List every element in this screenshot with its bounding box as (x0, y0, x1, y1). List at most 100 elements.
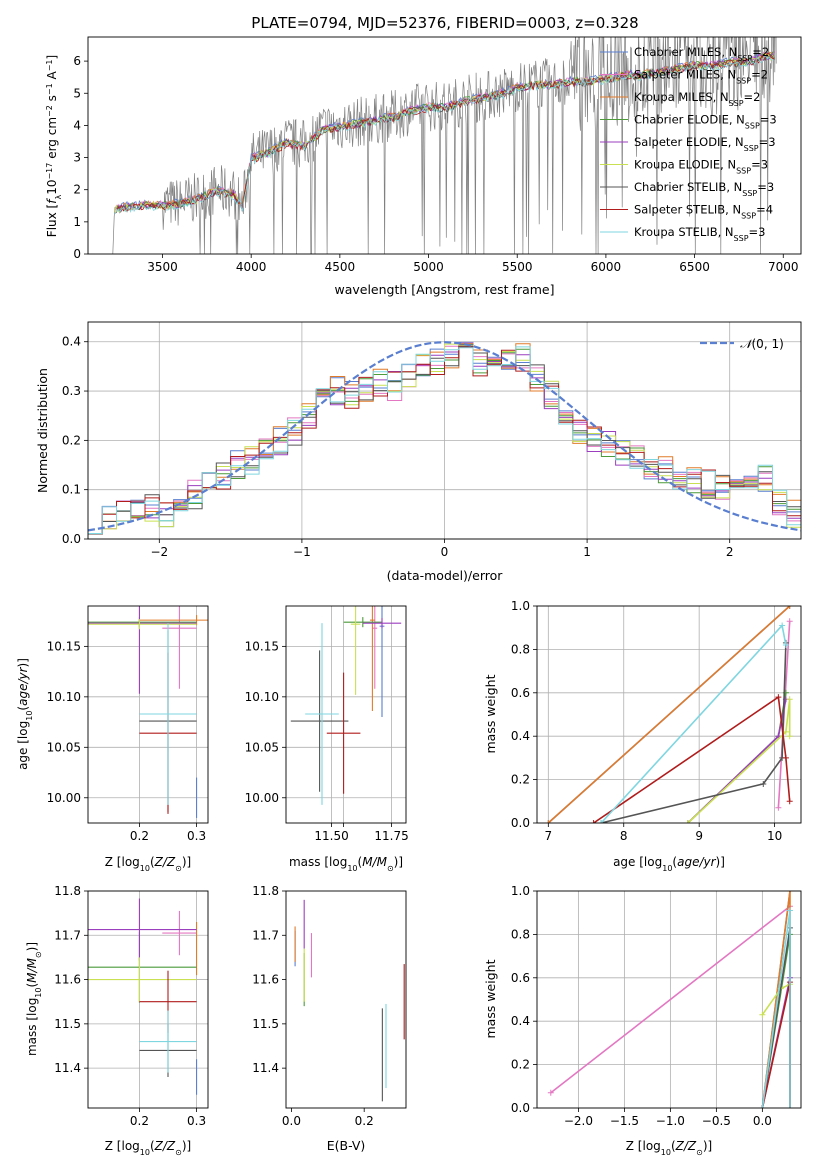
y-tick-label: 0.6 (511, 971, 530, 985)
weight-marker (786, 606, 793, 609)
axes-frame (536, 605, 802, 824)
mass-vs-Z-axes: 0.2 0.3 11.4 11.5 11.6 11.7 11.8 (54, 884, 209, 1128)
weight-marker (786, 696, 793, 703)
y-tick-label: 0.3 (62, 384, 81, 398)
y-tick-label: 0.8 (511, 927, 530, 941)
x-tick-label: −0.5 (702, 1114, 731, 1128)
y-tick-label: 2 (73, 183, 81, 197)
x-axis-label: age [log10(age/yr)] (613, 855, 725, 873)
y-tick-label: 11.8 (54, 884, 81, 898)
y-tick-label: 1 (73, 215, 81, 229)
spectrum-plot-area (112, 37, 777, 254)
weight-line (600, 623, 787, 823)
weight-marker (782, 642, 789, 649)
y-tick-label: 10.00 (245, 791, 279, 805)
axes-frame (87, 890, 209, 1109)
y-tick-label: 5 (73, 86, 81, 100)
weight-marker (786, 798, 793, 805)
x-tick-label: 0 (441, 545, 449, 559)
legend-label: Kroupa MILES, NSSP=2 (634, 90, 760, 108)
y-tick-label: 0.4 (511, 729, 530, 743)
y-tick-label: 11.4 (252, 1061, 279, 1075)
x-axis-label: Z [log10(Z/Z⊙)] (105, 1139, 191, 1157)
legend-label: Salpeter STELIB, NSSP=4 (634, 203, 773, 221)
y-tick-label: 11.7 (252, 928, 279, 942)
y-axis-label: mass weight (483, 674, 498, 753)
y-tick-label: 4 (73, 118, 81, 132)
weight-marker (786, 907, 793, 914)
x-tick-label: 5000 (413, 260, 444, 274)
x-axis-label: mass [log10(M/M⊙)] (289, 855, 403, 873)
normal-curve (88, 341, 801, 532)
axes-frame (285, 890, 407, 1109)
residuals-plot-area (88, 341, 801, 539)
weight-line (687, 699, 787, 823)
y-tick-label: 0.0 (62, 532, 81, 546)
x-tick-label: 0.3 (187, 829, 206, 843)
x-tick-label: 0.0 (753, 1114, 772, 1128)
y-tick-label: 0.8 (511, 642, 530, 656)
weight-line (547, 606, 791, 823)
y-tick-label: 0.1 (62, 483, 81, 497)
y-tick-label: 10.10 (245, 690, 279, 704)
x-tick-label: 6000 (591, 260, 622, 274)
weight-marker (759, 1105, 766, 1108)
x-tick-label: −2.0 (564, 1114, 593, 1128)
age-vs-mass-plot-area (290, 606, 402, 805)
weight-line (600, 642, 787, 823)
y-tick-label: 10.10 (47, 690, 81, 704)
x-tick-label: 5500 (502, 260, 533, 274)
x-tick-label: −1 (293, 545, 311, 559)
weight-marker (775, 804, 782, 811)
axes-frame (87, 321, 802, 540)
y-tick-label: 0.4 (62, 335, 81, 349)
y-tick-label: 11.8 (252, 884, 279, 898)
spectrum-model-line (114, 54, 775, 215)
weight-marker (786, 1105, 793, 1108)
weight-marker (545, 820, 552, 823)
y-tick-label: 0.2 (511, 1058, 530, 1072)
x-axis-label: (data-model)/error (387, 568, 504, 583)
y-tick-label: 0.4 (511, 1014, 530, 1028)
y-tick-label: 10.00 (47, 791, 81, 805)
weight-vs-age-plot-area (545, 606, 793, 823)
x-tick-label: 4500 (325, 260, 356, 274)
weight-marker (760, 780, 767, 787)
x-tick-label: 7000 (768, 260, 799, 274)
age-vs-Z-plot-area (88, 606, 208, 818)
y-tick-label: 11.5 (252, 1017, 279, 1031)
weight-vs-Z-plot-area (547, 891, 793, 1108)
mass-vs-Z-plot-area (88, 898, 198, 1095)
weight-marker (786, 733, 793, 740)
x-tick-label: 0.2 (130, 829, 149, 843)
y-tick-label: 10.05 (245, 740, 279, 754)
spectrum-axes: 3500 4000 4500 5000 5500 6000 6500 7000 0 1 2 3 4 5 6 (73, 36, 802, 274)
y-tick-label: 1.0 (511, 599, 530, 613)
x-tick-label: 1 (583, 545, 591, 559)
weight-marker (590, 820, 597, 823)
y-tick-label: 10.15 (47, 639, 81, 653)
axes-frame (285, 605, 407, 824)
x-tick-label: 11.75 (374, 829, 408, 843)
y-tick-label: 11.6 (54, 973, 81, 987)
y-tick-label: 0.6 (511, 686, 530, 700)
y-tick-label: 1.0 (511, 884, 530, 898)
age-vs-Z-axes: 0.2 0.3 10.00 10.05 10.10 10.15 (47, 605, 209, 843)
histogram-step (88, 346, 801, 539)
legend-label: Kroupa ELODIE, NSSP=3 (634, 158, 768, 176)
age-vs-mass-axes: 11.50 11.75 10.00 10.05 10.10 10.15 (245, 605, 409, 843)
x-tick-label: −2 (150, 545, 168, 559)
weight-vs-age-axes: 7 8 9 10 0.0 0.2 0.4 0.6 0.8 1.0 (511, 599, 802, 843)
y-tick-label: 0.0 (511, 816, 530, 830)
y-tick-label: 3 (73, 151, 81, 165)
weight-marker (759, 1011, 766, 1018)
legend-label: Salpeter MILES, NSSP=2 (634, 68, 768, 86)
x-tick-label: 9 (695, 829, 703, 843)
y-tick-label: 0 (73, 247, 81, 261)
x-tick-label: −1.0 (656, 1114, 685, 1128)
x-tick-label: 3500 (147, 260, 178, 274)
y-axis-label: age [log10(age/yr)] (16, 658, 34, 770)
y-tick-label: 0.2 (511, 773, 530, 787)
y-tick-label: 11.6 (252, 973, 279, 987)
